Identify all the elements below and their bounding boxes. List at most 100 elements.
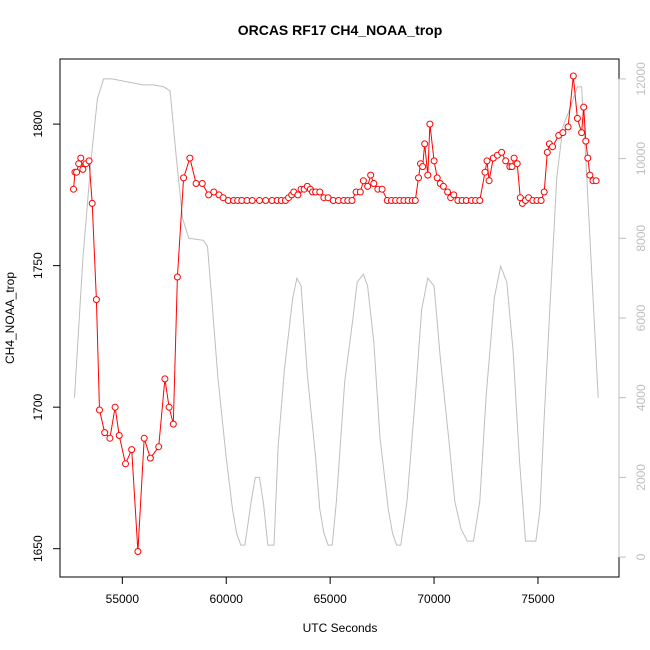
- ch4-point: [122, 460, 129, 468]
- ch4-point: [483, 157, 491, 165]
- ch4-point: [476, 197, 484, 204]
- ch4-point: [364, 182, 372, 190]
- ch4-point: [70, 185, 77, 193]
- ch4-point: [433, 174, 441, 182]
- ch4-point: [85, 157, 93, 165]
- y2-tick-label: 0: [634, 553, 648, 560]
- ch4-point: [106, 434, 114, 442]
- ch4-point: [586, 171, 594, 179]
- ch4-point: [537, 197, 545, 204]
- ch4-point: [367, 171, 375, 179]
- x-tick-label: 60000: [210, 592, 244, 606]
- ch4-point: [155, 443, 163, 451]
- ch4-point: [421, 140, 429, 148]
- ch4-point: [444, 188, 452, 196]
- ch4-point: [219, 194, 227, 202]
- ch4-point: [316, 188, 324, 196]
- ch4-point: [430, 157, 438, 165]
- ch4-point: [564, 123, 572, 131]
- ch4-point: [256, 197, 263, 204]
- ch4-point: [161, 375, 169, 383]
- ch4-point: [146, 454, 154, 462]
- ch4-point: [248, 197, 256, 204]
- x-axis-label: UTC Seconds: [303, 621, 378, 635]
- y-tick-label: 1700: [31, 393, 45, 420]
- ch4-point: [294, 191, 302, 199]
- ch4-point: [559, 129, 567, 137]
- ch4-point: [205, 191, 213, 199]
- y-axis-right: 0 2000 4000 6000 8000 10000 12000: [618, 62, 648, 560]
- ch4-point: [485, 177, 493, 185]
- ch4-point: [370, 180, 378, 187]
- y2-tick-label: 12000: [634, 62, 648, 96]
- ch4-point: [569, 72, 577, 80]
- plot-frame: [59, 58, 620, 578]
- ch4-point: [549, 143, 556, 151]
- ch4-point: [578, 129, 586, 137]
- altitude-series: [74, 78, 599, 546]
- y-tick-label: 1800: [31, 110, 45, 137]
- x-tick-label: 65000: [313, 592, 347, 606]
- ch4-point: [481, 168, 489, 176]
- x-axis: 55000 60000 65000 70000 75000: [106, 576, 555, 606]
- ch4-point: [210, 188, 218, 196]
- ch4-point: [262, 197, 270, 204]
- y-tick-label: 1750: [31, 252, 45, 279]
- chart-title: ORCAS RF17 CH4_NOAA_trop: [238, 22, 443, 38]
- x-tick-label: 75000: [521, 592, 555, 606]
- ch4-point: [378, 185, 386, 193]
- ch4-point: [498, 148, 506, 156]
- altitude-line: [74, 78, 599, 546]
- ch4-line: [73, 75, 597, 552]
- ch4-point: [92, 296, 100, 304]
- ch4-point: [582, 137, 590, 145]
- y2-tick-label: 10000: [634, 142, 648, 176]
- ch4-point: [411, 197, 419, 204]
- ch4-point: [439, 182, 447, 190]
- ch4-point: [140, 434, 148, 442]
- x-tick-label: 55000: [106, 592, 140, 606]
- y2-tick-label: 6000: [634, 304, 648, 331]
- ch4-point: [424, 171, 432, 179]
- ch4-point: [580, 103, 588, 111]
- ch4-point: [111, 403, 119, 411]
- y2-tick-label: 4000: [634, 384, 648, 411]
- ch4-point: [186, 154, 194, 162]
- ch4-point: [192, 180, 200, 187]
- ch4-series: [70, 72, 600, 555]
- ch4-point: [165, 403, 173, 411]
- ch4-point: [115, 432, 123, 439]
- x-tick-label: 70000: [417, 592, 451, 606]
- y-axis-label: CH4_NOAA_trop: [3, 272, 17, 364]
- y-tick-label: 1650: [31, 535, 45, 562]
- ch4-point: [77, 154, 85, 162]
- ch4-point: [592, 177, 600, 185]
- ch4-point: [169, 420, 177, 428]
- y2-tick-label: 2000: [634, 464, 648, 491]
- ch4-point: [180, 174, 188, 182]
- ch4-point: [540, 188, 548, 196]
- ch4-point: [513, 160, 521, 168]
- ch4-point: [543, 148, 551, 156]
- ch4-point: [96, 406, 103, 414]
- ch4-point: [508, 163, 516, 171]
- ch4-point: [426, 120, 434, 128]
- ch4-point: [73, 168, 81, 176]
- ch4-point: [415, 174, 422, 182]
- ch4-point: [173, 273, 181, 281]
- ch4-point: [573, 114, 581, 122]
- y-axis-left: 1650 1700 1750 1800: [31, 110, 61, 562]
- ch4-point: [502, 157, 510, 165]
- ch4-point: [359, 177, 367, 185]
- ch4-point: [79, 165, 87, 173]
- ch4-point: [419, 163, 427, 171]
- ch4-point: [324, 194, 332, 202]
- ch4-point: [510, 154, 518, 162]
- ch4-point: [128, 446, 136, 454]
- ch4-point: [198, 180, 206, 187]
- ch4-point: [101, 429, 109, 437]
- ch4-point: [88, 199, 96, 207]
- ch4-point: [348, 197, 356, 204]
- ch4-point: [134, 548, 142, 555]
